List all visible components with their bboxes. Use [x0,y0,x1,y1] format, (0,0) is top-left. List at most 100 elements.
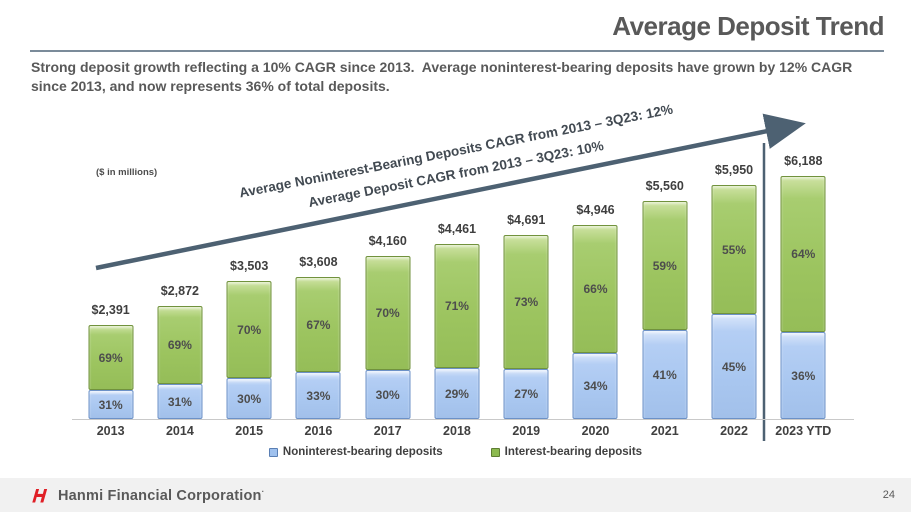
interest-pct-label: 59% [652,258,677,273]
hanmi-logo-icon [32,488,48,502]
x-axis-tick-label: 2014 [165,424,194,438]
chart-column-2022: $5,950 55% 45% [699,130,768,419]
x-axis-tick-label: 2016 [304,424,333,438]
noninterest-bearing-segment: 27% [503,369,549,419]
stacked-bar: 55% 45% [711,185,757,419]
total-value-label: $2,872 [160,284,200,298]
noninterest-bearing-segment: 34% [572,353,618,419]
noninterest-pct-label: 36% [791,368,816,383]
noninterest-pct-label: 31% [167,394,192,409]
total-value-label: $4,946 [576,203,615,217]
x-axis-tick-label: 2019 [512,424,541,438]
legend-label: Interest-bearing deposits [504,446,643,458]
stacked-bar: 70% 30% [365,256,411,419]
stacked-bar: 66% 34% [572,225,618,419]
interest-pct-label: 69% [167,338,192,352]
brand-trademark: · [261,486,265,496]
total-value-label: $4,461 [437,222,477,236]
stacked-bar: 69% 31% [157,306,203,419]
total-value-label: $3,503 [230,259,269,273]
interest-bearing-segment: 66% [572,225,618,353]
interest-pct-label: 64% [791,247,816,261]
chart-legend: Noninterest-bearing deposits Interest-be… [0,446,911,458]
noninterest-pct-label: 30% [237,391,262,406]
noninterest-bearing-segment: 36% [780,332,826,419]
stacked-bar: 67% 33% [295,277,341,419]
stacked-bar: 69% 31% [88,325,134,419]
interest-bearing-segment: 67% [295,277,341,372]
chart-column-2017: $4,160 70% 30% [353,130,422,419]
chart-column-2020: $4,946 66% 34% [561,130,630,419]
chart-column-2019: $4,691 73% 27% [492,130,561,419]
total-value-label: $5,560 [645,179,684,193]
noninterest-pct-label: 30% [375,387,400,402]
noninterest-bearing-segment: 30% [226,378,272,419]
brand-name: Hanmi Financial Corporation· [58,486,265,504]
noninterest-bearing-segment: 31% [88,390,134,419]
interest-pct-label: 69% [98,350,123,365]
noninterest-pct-label: 31% [98,397,123,412]
interest-pct-label: 70% [237,322,262,337]
chart-column-2018: $4,461 71% 29% [422,130,491,419]
stacked-bar: 71% 29% [434,244,480,419]
interest-bearing-segment: 59% [642,201,688,330]
noninterest-bearing-segment: 41% [642,330,688,419]
x-axis-line [72,419,854,420]
interest-bearing-segment: 73% [503,235,549,369]
chart-column-2023-ytd: $6,188 64% 36% [769,130,838,419]
legend-item-interest: Interest-bearing deposits [490,446,643,458]
x-axis-tick-label: 2015 [235,424,264,438]
total-value-label: $4,160 [368,234,407,248]
chart-column-2013: $2,391 69% 31% [76,130,145,419]
total-value-label: $5,950 [714,163,754,177]
legend-swatch-green-icon [490,447,500,457]
total-value-label: $4,691 [507,213,546,227]
total-value-label: $2,391 [91,303,130,317]
interest-bearing-segment: 70% [365,256,411,370]
noninterest-bearing-segment: 33% [295,372,341,419]
stacked-bar: 70% 30% [226,281,272,419]
stacked-bar: 64% 36% [780,176,826,419]
x-axis-tick-label: 2023 YTD [775,424,832,438]
legend-label: Noninterest-bearing deposits [282,446,443,458]
noninterest-pct-label: 41% [652,367,677,382]
interest-pct-label: 55% [722,242,747,257]
x-axis-tick-label: 2017 [373,424,402,438]
interest-pct-label: 67% [306,317,331,332]
noninterest-pct-label: 33% [306,388,331,403]
interest-pct-label: 70% [375,306,400,320]
noninterest-bearing-segment: 30% [365,370,411,419]
legend-swatch-blue-icon [268,447,278,457]
total-value-label: $6,188 [784,154,823,168]
interest-bearing-segment: 55% [711,185,757,314]
noninterest-bearing-segment: 31% [157,384,203,419]
interest-pct-label: 71% [444,299,469,313]
interest-pct-label: 73% [514,295,539,309]
stacked-bar: 73% 27% [503,235,549,419]
footer-bar: Hanmi Financial Corporation· 24 [0,478,911,512]
x-axis-tick-label: 2021 [650,424,679,438]
x-axis-labels: 2013 2014 2015 2016 2017 2018 2019 2020 2021 2022… [76,424,838,438]
chart-column-2016: $3,608 67% 33% [284,130,353,419]
noninterest-pct-label: 27% [514,387,539,401]
x-axis-tick-label: 2020 [581,424,610,438]
noninterest-pct-label: 34% [583,379,608,393]
page-number: 24 [882,489,895,501]
stacked-bar: 59% 41% [642,201,688,419]
interest-pct-label: 66% [583,282,608,296]
chart-column-2021: $5,560 59% 41% [630,130,699,419]
bar-chart: $2,391 69% 31% $2,872 69% 31% $3,503 70% 30% $3,6… [76,130,838,419]
chart-column-2014: $2,872 69% 31% [145,130,214,419]
interest-bearing-segment: 69% [157,306,203,384]
interest-bearing-segment: 64% [780,176,826,332]
noninterest-pct-label: 45% [722,359,747,374]
noninterest-bearing-segment: 29% [434,368,480,419]
x-axis-tick-label: 2022 [720,424,748,438]
noninterest-bearing-segment: 45% [711,314,757,419]
legend-item-noninterest: Noninterest-bearing deposits [268,446,443,458]
interest-bearing-segment: 69% [88,325,134,390]
chart-column-2015: $3,503 70% 30% [215,130,284,419]
noninterest-pct-label: 29% [444,386,469,401]
total-value-label: $3,608 [299,255,338,269]
